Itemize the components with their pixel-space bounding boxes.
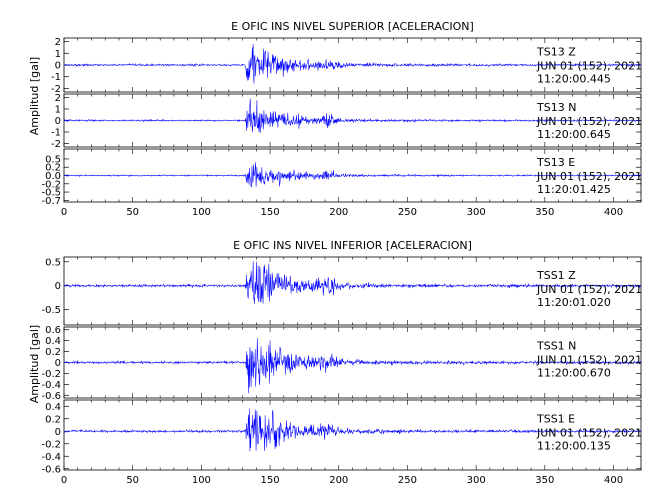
y-tick-label: -2 (51, 139, 61, 150)
trace-time-label: 11:20:01.425 (537, 183, 611, 196)
y-tick-label: -0.5 (41, 188, 61, 199)
y-tick-label: 0.2 (45, 347, 61, 358)
trace-channel-label: TS13 E (536, 156, 575, 169)
x-tick-label: 50 (126, 475, 139, 486)
y-tick-label: -0.6 (41, 391, 61, 402)
y-tick-label: 0.5 (45, 257, 61, 268)
y-tick-label: 0.2 (45, 414, 61, 425)
waveform-line (63, 408, 642, 452)
y-tick-label: -0.4 (41, 380, 61, 391)
y-tick-label: 2 (55, 37, 61, 48)
waveform-line (63, 44, 642, 84)
x-tick-label: 350 (535, 207, 554, 218)
x-tick-label: 100 (192, 207, 211, 218)
trace-date-label: JUN 01 (152), 2021 (536, 426, 642, 439)
x-tick-label: 250 (398, 475, 417, 486)
x-tick-label: 200 (329, 207, 348, 218)
y-tick-label: -0.4 (41, 452, 61, 463)
trace-date-label: JUN 01 (152), 2021 (536, 59, 642, 72)
x-tick-label: 250 (398, 207, 417, 218)
y-tick-label: 0.0 (45, 171, 61, 182)
trace-time-label: 11:20:01.020 (537, 296, 611, 309)
trace-channel-label: TSS1 N (536, 340, 576, 353)
panel-title: E OFIC INS NIVEL SUPERIOR [ACELERACION] (231, 20, 474, 33)
y-tick-label: -0.7 (41, 196, 61, 207)
y-tick-label: -1 (51, 128, 61, 139)
trace-channel-label: TSS1 Z (536, 269, 576, 282)
y-tick-label: -0.5 (41, 305, 61, 316)
trace-date-label: JUN 01 (152), 2021 (536, 283, 642, 296)
waveform-line (63, 98, 642, 134)
x-tick-label: 0 (61, 207, 67, 218)
x-tick-label: 400 (604, 475, 623, 486)
trace-time-label: 11:20:00.670 (537, 367, 611, 380)
trace-date-label: JUN 01 (152), 2021 (536, 170, 642, 183)
x-tick-label: 100 (192, 475, 211, 486)
y-tick-label: 1 (55, 104, 61, 115)
waveform-line (63, 162, 642, 188)
x-tick-label: 350 (535, 475, 554, 486)
y-tick-label: -0.2 (41, 439, 61, 450)
waveform-line (63, 261, 642, 304)
panel-title: E OFIC INS NIVEL INFERIOR [ACELERACION] (233, 239, 472, 252)
x-tick-label: 50 (126, 207, 139, 218)
y-tick-label: -2 (51, 84, 61, 95)
y-tick-label: 0.2 (45, 163, 61, 174)
y-tick-label: 0.5 (45, 154, 61, 165)
x-tick-label: 200 (329, 475, 348, 486)
trace-channel-label: TS13 Z (536, 45, 576, 58)
y-tick-label: 0 (55, 427, 61, 438)
y-tick-label: 2 (55, 93, 61, 104)
y-tick-label: -0.2 (41, 369, 61, 380)
x-tick-label: 300 (467, 207, 486, 218)
panel-superior: E OFIC INS NIVEL SUPERIOR [ACELERACION] A… (28, 20, 642, 218)
y-tick-label: 0 (55, 358, 61, 369)
x-tick-label: 0 (61, 475, 67, 486)
y-tick-label: 0 (55, 281, 61, 292)
x-tick-label: 150 (261, 207, 280, 218)
y-tick-label: 0 (55, 116, 61, 127)
y-tick-label: -1 (51, 72, 61, 83)
trace-time-label: 11:20:00.445 (537, 72, 611, 85)
y-tick-label: -0.2 (41, 179, 61, 190)
trace-date-label: JUN 01 (152), 2021 (536, 115, 642, 128)
y-axis-title: Amplitud [gal] (28, 57, 41, 135)
x-tick-label: 400 (604, 207, 623, 218)
y-axis-title: Amplitud [gal] (28, 325, 41, 403)
trace-channel-label: TSS1 E (536, 412, 575, 425)
waveform-line (63, 338, 642, 394)
trace-date-label: JUN 01 (152), 2021 (536, 354, 642, 367)
y-tick-label: 1 (55, 49, 61, 60)
trace-time-label: 11:20:00.135 (537, 439, 611, 452)
x-tick-label: 150 (261, 475, 280, 486)
trace-time-label: 11:20:00.645 (537, 128, 611, 141)
y-tick-label: 0.4 (45, 336, 61, 347)
panel-inferior: E OFIC INS NIVEL INFERIOR [ACELERACION] A… (28, 239, 642, 486)
trace-channel-label: TS13 N (536, 101, 576, 114)
x-tick-label: 300 (467, 475, 486, 486)
y-tick-label: 0 (55, 61, 61, 72)
y-tick-label: 0.6 (45, 325, 61, 336)
y-tick-label: -0.6 (41, 464, 61, 475)
y-tick-label: 0.4 (45, 402, 61, 413)
